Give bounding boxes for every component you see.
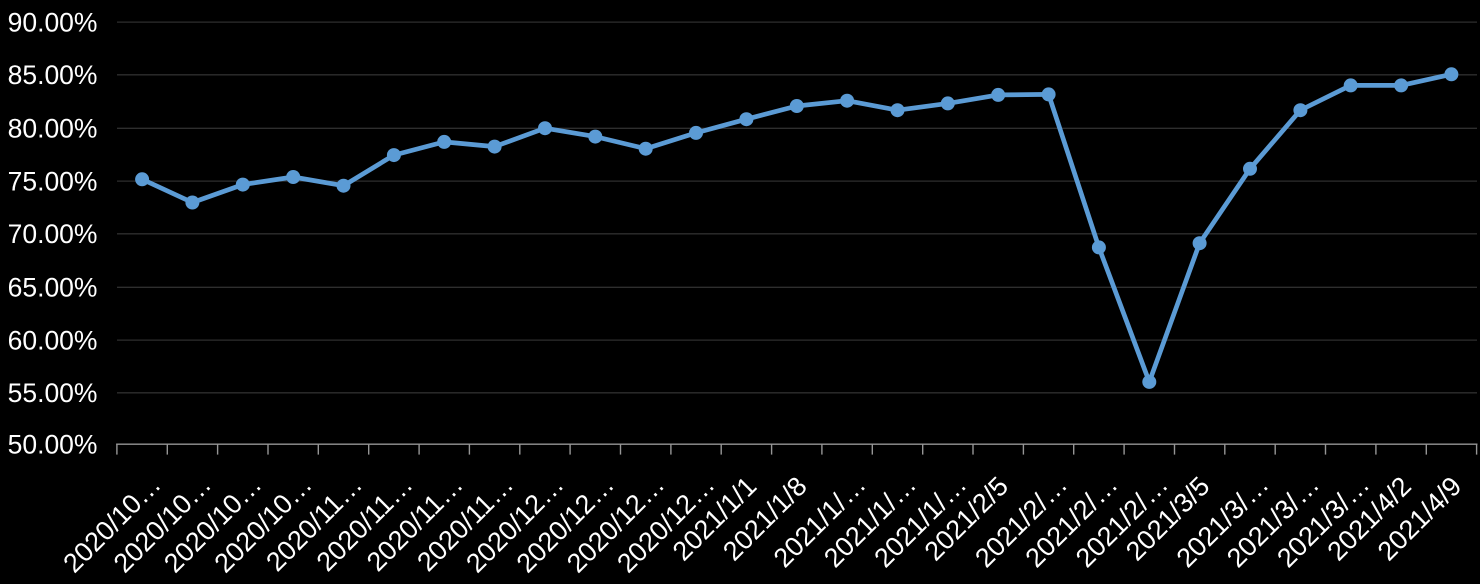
svg-text:85.00%: 85.00% [8, 60, 98, 90]
svg-text:50.00%: 50.00% [8, 430, 98, 460]
svg-text:70.00%: 70.00% [8, 219, 98, 249]
svg-text:80.00%: 80.00% [8, 114, 98, 144]
svg-text:75.00%: 75.00% [8, 166, 98, 196]
svg-text:60.00%: 60.00% [8, 325, 98, 355]
svg-text:90.00%: 90.00% [8, 7, 98, 37]
svg-text:55.00%: 55.00% [8, 378, 98, 408]
svg-text:65.00%: 65.00% [8, 273, 98, 303]
